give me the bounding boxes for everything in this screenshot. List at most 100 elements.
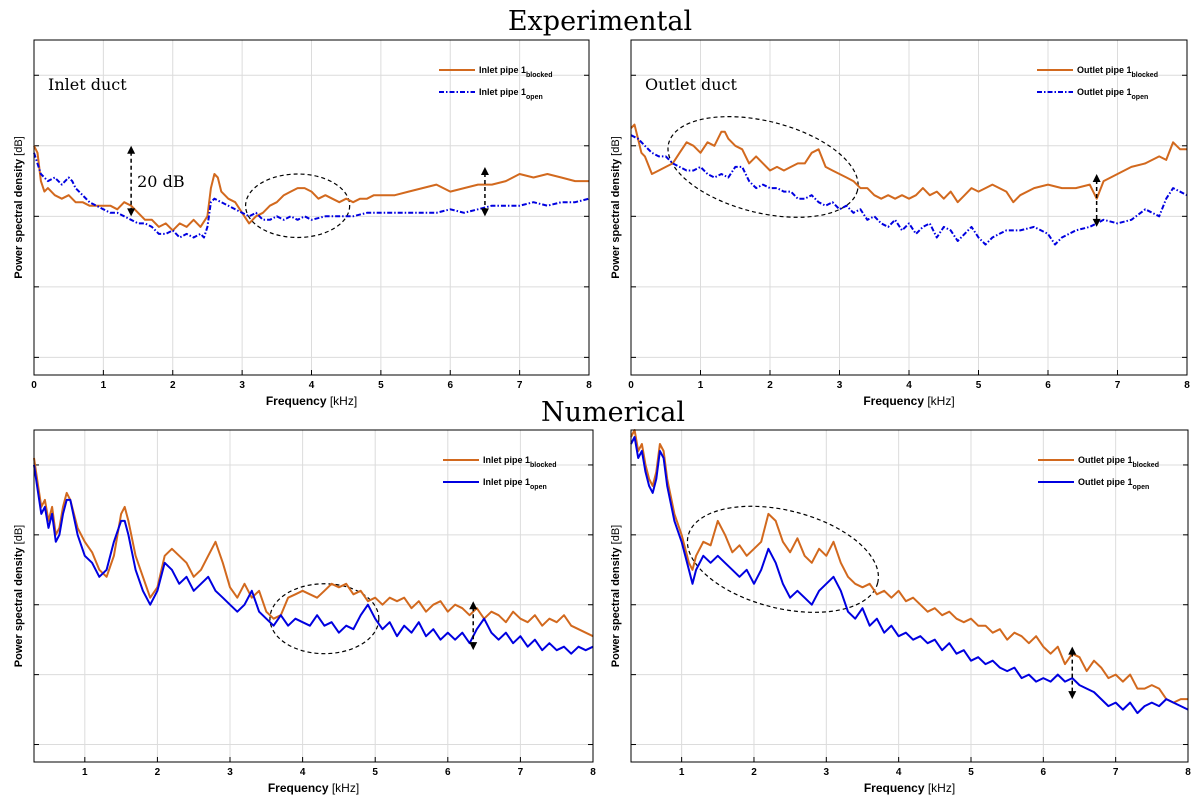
legend-entry-subscript: blocked (530, 462, 556, 469)
x-axis-label-unit: [kHz] (925, 781, 956, 795)
chart-panel-experimental-inlet: 0 1 2 3 4 5 6 7 8 Frequency [kHz] Power spectral d… (13, 39, 592, 408)
x-tick-label: 8 (1185, 767, 1191, 778)
series-line-blocked (630, 123, 1187, 204)
difference-arrow-head-end (1068, 691, 1077, 700)
difference-arrow-head-start (480, 166, 489, 175)
legend-entry: Outlet pipe 1blocked (1078, 455, 1159, 469)
highlight-ellipse (667, 116, 859, 218)
scale-arrow-head-start (127, 145, 136, 154)
difference-arrow-head-start (1092, 174, 1101, 182)
x-axis-label-unit: [kHz] (329, 781, 360, 795)
y-axis-label: Power spectral density [dB] (610, 525, 622, 667)
scale-arrow-head-end (127, 208, 136, 217)
legend-entry-name: Inlet pipe 1 (483, 477, 530, 487)
x-tick-label: 5 (372, 767, 378, 778)
difference-arrow-head-end (480, 208, 489, 217)
x-tick-label: 7 (517, 380, 523, 391)
x-axis-label-main: Frequency (266, 394, 327, 408)
chart-panel-numerical-outlet: 1 2 3 4 5 6 7 8 Frequency [kHz] Power spectral de… (610, 429, 1191, 795)
legend-entry: Inlet pipe 1blocked (483, 455, 556, 469)
x-tick-label: 6 (1045, 380, 1051, 391)
legend-entry-name: Outlet pipe 1 (1077, 65, 1132, 75)
x-tick-label: 4 (300, 767, 306, 778)
legend-entry-subscript: blocked (1133, 462, 1159, 469)
legend-entry: Outlet pipe 1open (1078, 477, 1149, 491)
legend-entry-name: Outlet pipe 1 (1078, 455, 1133, 465)
legend-entry-name: Outlet pipe 1 (1077, 87, 1132, 97)
x-tick-label: 7 (1115, 380, 1121, 391)
x-tick-label: 4 (906, 380, 912, 391)
x-axis-label-unit: [kHz] (924, 394, 955, 408)
legend-entry: Inlet pipe 1open (479, 87, 543, 101)
x-tick-label: 3 (227, 767, 233, 778)
series-line-blocked (33, 457, 594, 638)
x-tick-label: 8 (590, 767, 596, 778)
x-axis-label: Frequency [kHz] (864, 781, 955, 795)
legend-entry-subscript: blocked (1132, 72, 1158, 79)
legend-entry-subscript: open (526, 94, 543, 101)
series-line-blocked (630, 429, 1188, 704)
x-axis-label: Frequency [kHz] (268, 781, 359, 795)
y-axis-label-unit: [dB] (610, 136, 622, 159)
x-tick-label: 2 (170, 380, 176, 391)
x-tick-label: 5 (378, 380, 384, 391)
difference-arrow-head-start (1068, 646, 1077, 655)
x-tick-label: 4 (896, 767, 902, 778)
legend-entry: Outlet pipe 1open (1077, 87, 1148, 101)
difference-arrow (1068, 646, 1077, 700)
x-tick-label: 3 (239, 380, 245, 391)
difference-arrow (1092, 174, 1101, 227)
x-tick-label: 6 (447, 380, 453, 391)
x-tick-label: 1 (101, 380, 107, 391)
legend-entry-name: Inlet pipe 1 (479, 65, 526, 75)
x-axis-label-unit: [kHz] (327, 394, 358, 408)
x-tick-label: 8 (586, 380, 592, 391)
section-title-experimental: Experimental (508, 6, 692, 37)
chart-panel-experimental-outlet: 0 1 2 3 4 5 6 7 8 Frequency [kHz] Power spectral d… (610, 39, 1190, 408)
difference-arrow (469, 601, 478, 651)
x-tick-label: 3 (837, 380, 843, 391)
scale-arrow-label: 20 dB (137, 172, 184, 191)
highlight-ellipse (244, 173, 351, 239)
y-axis-label-unit: [dB] (13, 136, 25, 159)
y-axis-label-main: Power spectral density (13, 158, 25, 279)
y-axis-label-main: Power spectral density (13, 547, 25, 668)
y-axis-label-main: Power spectral density (610, 158, 622, 279)
x-tick-label: 2 (767, 380, 773, 391)
y-axis-label-unit: [dB] (13, 525, 25, 548)
x-tick-label: 2 (751, 767, 757, 778)
y-axis-label: Power spectral density [dB] (610, 136, 622, 278)
x-tick-label: 6 (1041, 767, 1047, 778)
plot-frame (630, 39, 1188, 376)
panel-label: Inlet duct (48, 75, 127, 94)
x-tick-label: 1 (698, 380, 704, 391)
y-axis-label: Power spectral density [dB] (13, 136, 25, 278)
legend-entry-name: Inlet pipe 1 (479, 87, 526, 97)
x-tick-label: 5 (976, 380, 982, 391)
series-line-open (630, 436, 1189, 715)
legend-entry: Inlet pipe 1blocked (479, 65, 552, 79)
series-line-open (33, 152, 590, 239)
panel-label: Outlet duct (645, 75, 737, 94)
legend-entry: Inlet pipe 1open (483, 477, 547, 491)
plot-frame (630, 429, 1189, 763)
y-axis-label: Power spectral density [dB] (13, 525, 25, 667)
plot-frame (33, 39, 590, 376)
series-line-open (33, 464, 594, 655)
x-tick-label: 3 (824, 767, 830, 778)
x-axis-label: Frequency [kHz] (863, 394, 954, 408)
legend-entry-name: Outlet pipe 1 (1078, 477, 1133, 487)
difference-arrow-head-start (469, 601, 478, 610)
plot-frame (33, 429, 594, 763)
x-tick-label: 1 (679, 767, 685, 778)
x-tick-label: 0 (31, 380, 37, 391)
x-tick-label: 8 (1184, 380, 1190, 391)
scale-arrow (127, 145, 136, 217)
legend-entry: Outlet pipe 1blocked (1077, 65, 1158, 79)
section-title-numerical: Numerical (541, 397, 685, 428)
